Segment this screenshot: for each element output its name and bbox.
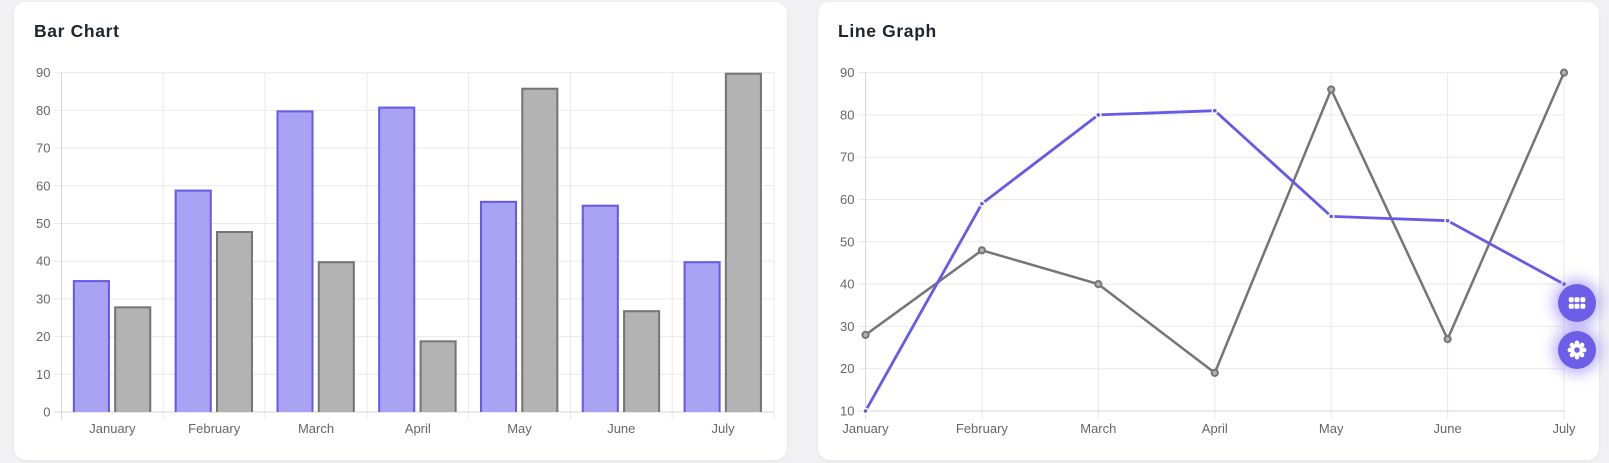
- svg-text:90: 90: [36, 65, 50, 80]
- svg-text:40: 40: [840, 277, 854, 292]
- svg-text:July: July: [1552, 421, 1576, 436]
- svg-text:April: April: [405, 421, 431, 436]
- svg-text:80: 80: [840, 107, 854, 122]
- svg-text:June: June: [1433, 421, 1461, 436]
- svg-text:10: 10: [36, 367, 50, 382]
- svg-text:40: 40: [36, 254, 50, 269]
- svg-text:April: April: [1202, 421, 1228, 436]
- svg-text:20: 20: [840, 361, 854, 376]
- svg-text:June: June: [607, 421, 635, 436]
- svg-text:May: May: [1319, 421, 1344, 436]
- svg-text:March: March: [298, 421, 334, 436]
- svg-text:May: May: [507, 421, 532, 436]
- svg-text:20: 20: [36, 329, 50, 344]
- svg-text:50: 50: [840, 234, 854, 249]
- svg-text:February: February: [956, 421, 1009, 436]
- svg-text:March: March: [1080, 421, 1116, 436]
- svg-text:90: 90: [840, 65, 854, 80]
- svg-text:July: July: [712, 421, 736, 436]
- svg-text:60: 60: [840, 192, 854, 207]
- svg-text:February: February: [188, 421, 241, 436]
- svg-text:60: 60: [36, 178, 50, 193]
- svg-text:January: January: [89, 421, 136, 436]
- svg-text:January: January: [842, 421, 889, 436]
- svg-text:70: 70: [36, 141, 50, 156]
- svg-text:10: 10: [840, 404, 854, 419]
- svg-text:80: 80: [36, 103, 50, 118]
- svg-text:0: 0: [43, 405, 50, 420]
- svg-text:30: 30: [36, 291, 50, 306]
- svg-text:50: 50: [36, 216, 50, 231]
- svg-text:30: 30: [840, 319, 854, 334]
- svg-text:70: 70: [840, 150, 854, 165]
